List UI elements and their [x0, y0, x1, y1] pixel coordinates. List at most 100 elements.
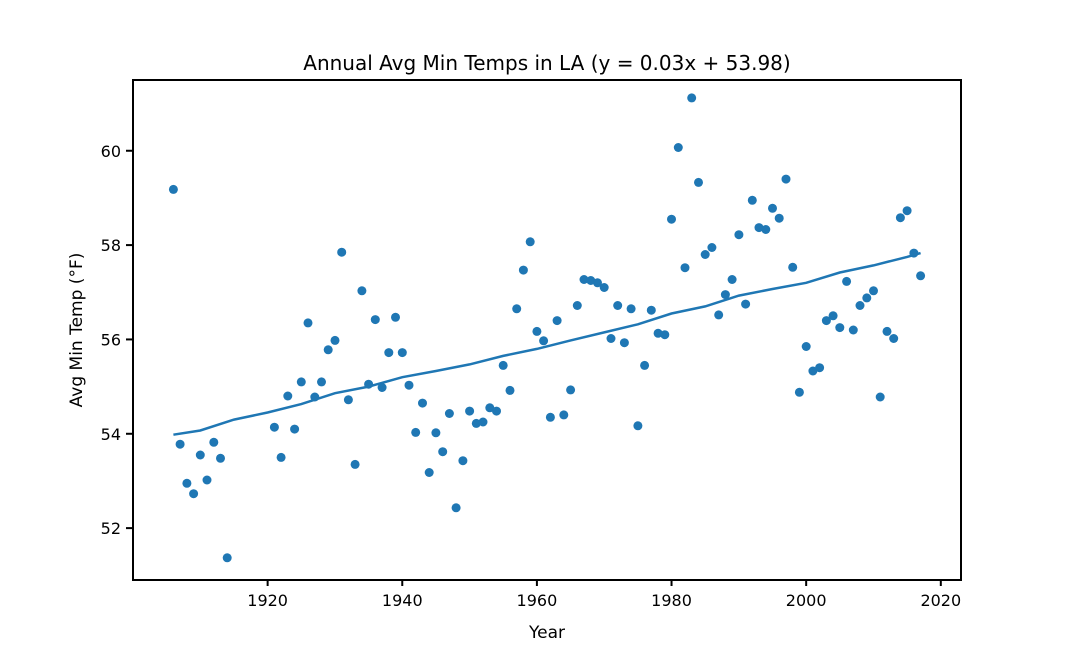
- data-point: [175, 439, 185, 449]
- data-point: [848, 325, 858, 335]
- data-point: [364, 379, 374, 389]
- data-point: [438, 447, 448, 457]
- data-point: [283, 391, 293, 401]
- data-point: [303, 318, 313, 328]
- data-point: [875, 392, 885, 402]
- data-point: [774, 213, 784, 223]
- data-point: [687, 93, 697, 103]
- data-point: [498, 360, 508, 370]
- data-point: [808, 366, 818, 376]
- data-point: [768, 203, 777, 213]
- data-point: [552, 316, 562, 326]
- data-point: [343, 395, 353, 405]
- plot-frame: [132, 79, 962, 581]
- data-point: [781, 174, 791, 184]
- data-point: [916, 271, 926, 281]
- data-point: [720, 290, 730, 300]
- data-point: [714, 310, 724, 320]
- x-tick-label: 1920: [247, 591, 288, 610]
- data-point: [545, 412, 555, 422]
- data-point: [337, 247, 347, 257]
- data-point: [653, 328, 663, 338]
- data-point: [478, 417, 488, 427]
- data-point: [855, 301, 865, 310]
- scatter-points: [168, 93, 926, 563]
- data-point: [189, 489, 199, 499]
- data-point: [323, 345, 333, 355]
- data-point: [465, 406, 475, 416]
- data-point: [444, 409, 454, 418]
- y-tick-label: 52: [101, 519, 121, 538]
- data-point: [384, 348, 394, 358]
- x-tick-label: 1980: [651, 591, 692, 610]
- data-point: [431, 428, 441, 438]
- data-point: [633, 421, 643, 431]
- data-point: [727, 275, 737, 284]
- data-point: [451, 503, 461, 513]
- data-point: [680, 263, 690, 273]
- data-point: [741, 299, 751, 309]
- data-point: [599, 283, 609, 292]
- data-point: [276, 452, 286, 462]
- x-axis: 1920 1940 1960 1980 2000 2020: [247, 580, 961, 610]
- data-point: [640, 360, 650, 370]
- data-point: [397, 348, 407, 358]
- y-tick-label: 54: [101, 425, 121, 444]
- data-point: [869, 286, 878, 296]
- y-tick-label: 58: [101, 236, 121, 255]
- data-point: [269, 422, 279, 432]
- data-point: [518, 265, 528, 275]
- data-point: [593, 278, 602, 288]
- data-point: [619, 338, 629, 348]
- data-point: [835, 323, 845, 333]
- data-point: [168, 184, 178, 194]
- data-point: [505, 385, 515, 395]
- data-point: [209, 437, 219, 447]
- data-point: [195, 450, 205, 460]
- data-point: [754, 223, 764, 233]
- data-point: [202, 475, 212, 485]
- data-point: [902, 206, 912, 216]
- x-axis-label: Year: [528, 623, 565, 643]
- data-point: [330, 335, 340, 345]
- data-point: [667, 214, 676, 224]
- data-point: [377, 383, 387, 392]
- data-point: [801, 342, 811, 351]
- data-point: [734, 230, 744, 240]
- data-point: [761, 225, 771, 234]
- data-point: [492, 406, 501, 416]
- data-point: [794, 387, 804, 397]
- data-point: [357, 286, 367, 296]
- data-point: [842, 276, 852, 286]
- data-point: [673, 143, 683, 152]
- data-point: [485, 403, 495, 413]
- data-point: [370, 315, 380, 325]
- data-point: [222, 553, 232, 563]
- data-point: [317, 377, 326, 387]
- trend-line: [173, 251, 921, 436]
- data-point: [539, 336, 549, 346]
- data-point: [700, 250, 710, 259]
- data-point: [458, 456, 468, 466]
- data-point: [613, 301, 623, 310]
- data-point: [296, 377, 306, 387]
- data-point: [909, 248, 919, 258]
- y-axis: 52 54 56 58 60: [101, 142, 133, 538]
- data-point: [895, 213, 905, 223]
- data-point: [606, 334, 616, 343]
- y-tick-label: 60: [101, 142, 121, 161]
- data-point: [532, 326, 542, 336]
- y-tick-label: 56: [101, 330, 121, 349]
- data-point: [290, 424, 300, 434]
- data-point: [350, 459, 360, 469]
- chart-title: Annual Avg Min Temps in LA (y = 0.03x + …: [303, 51, 790, 75]
- data-point: [646, 305, 656, 315]
- data-point: [572, 301, 582, 310]
- data-point: [566, 385, 576, 395]
- data-point: [889, 334, 899, 343]
- x-tick-label: 2020: [920, 591, 961, 610]
- data-point: [310, 392, 320, 402]
- x-tick-label: 1940: [382, 591, 423, 610]
- data-point: [694, 177, 703, 187]
